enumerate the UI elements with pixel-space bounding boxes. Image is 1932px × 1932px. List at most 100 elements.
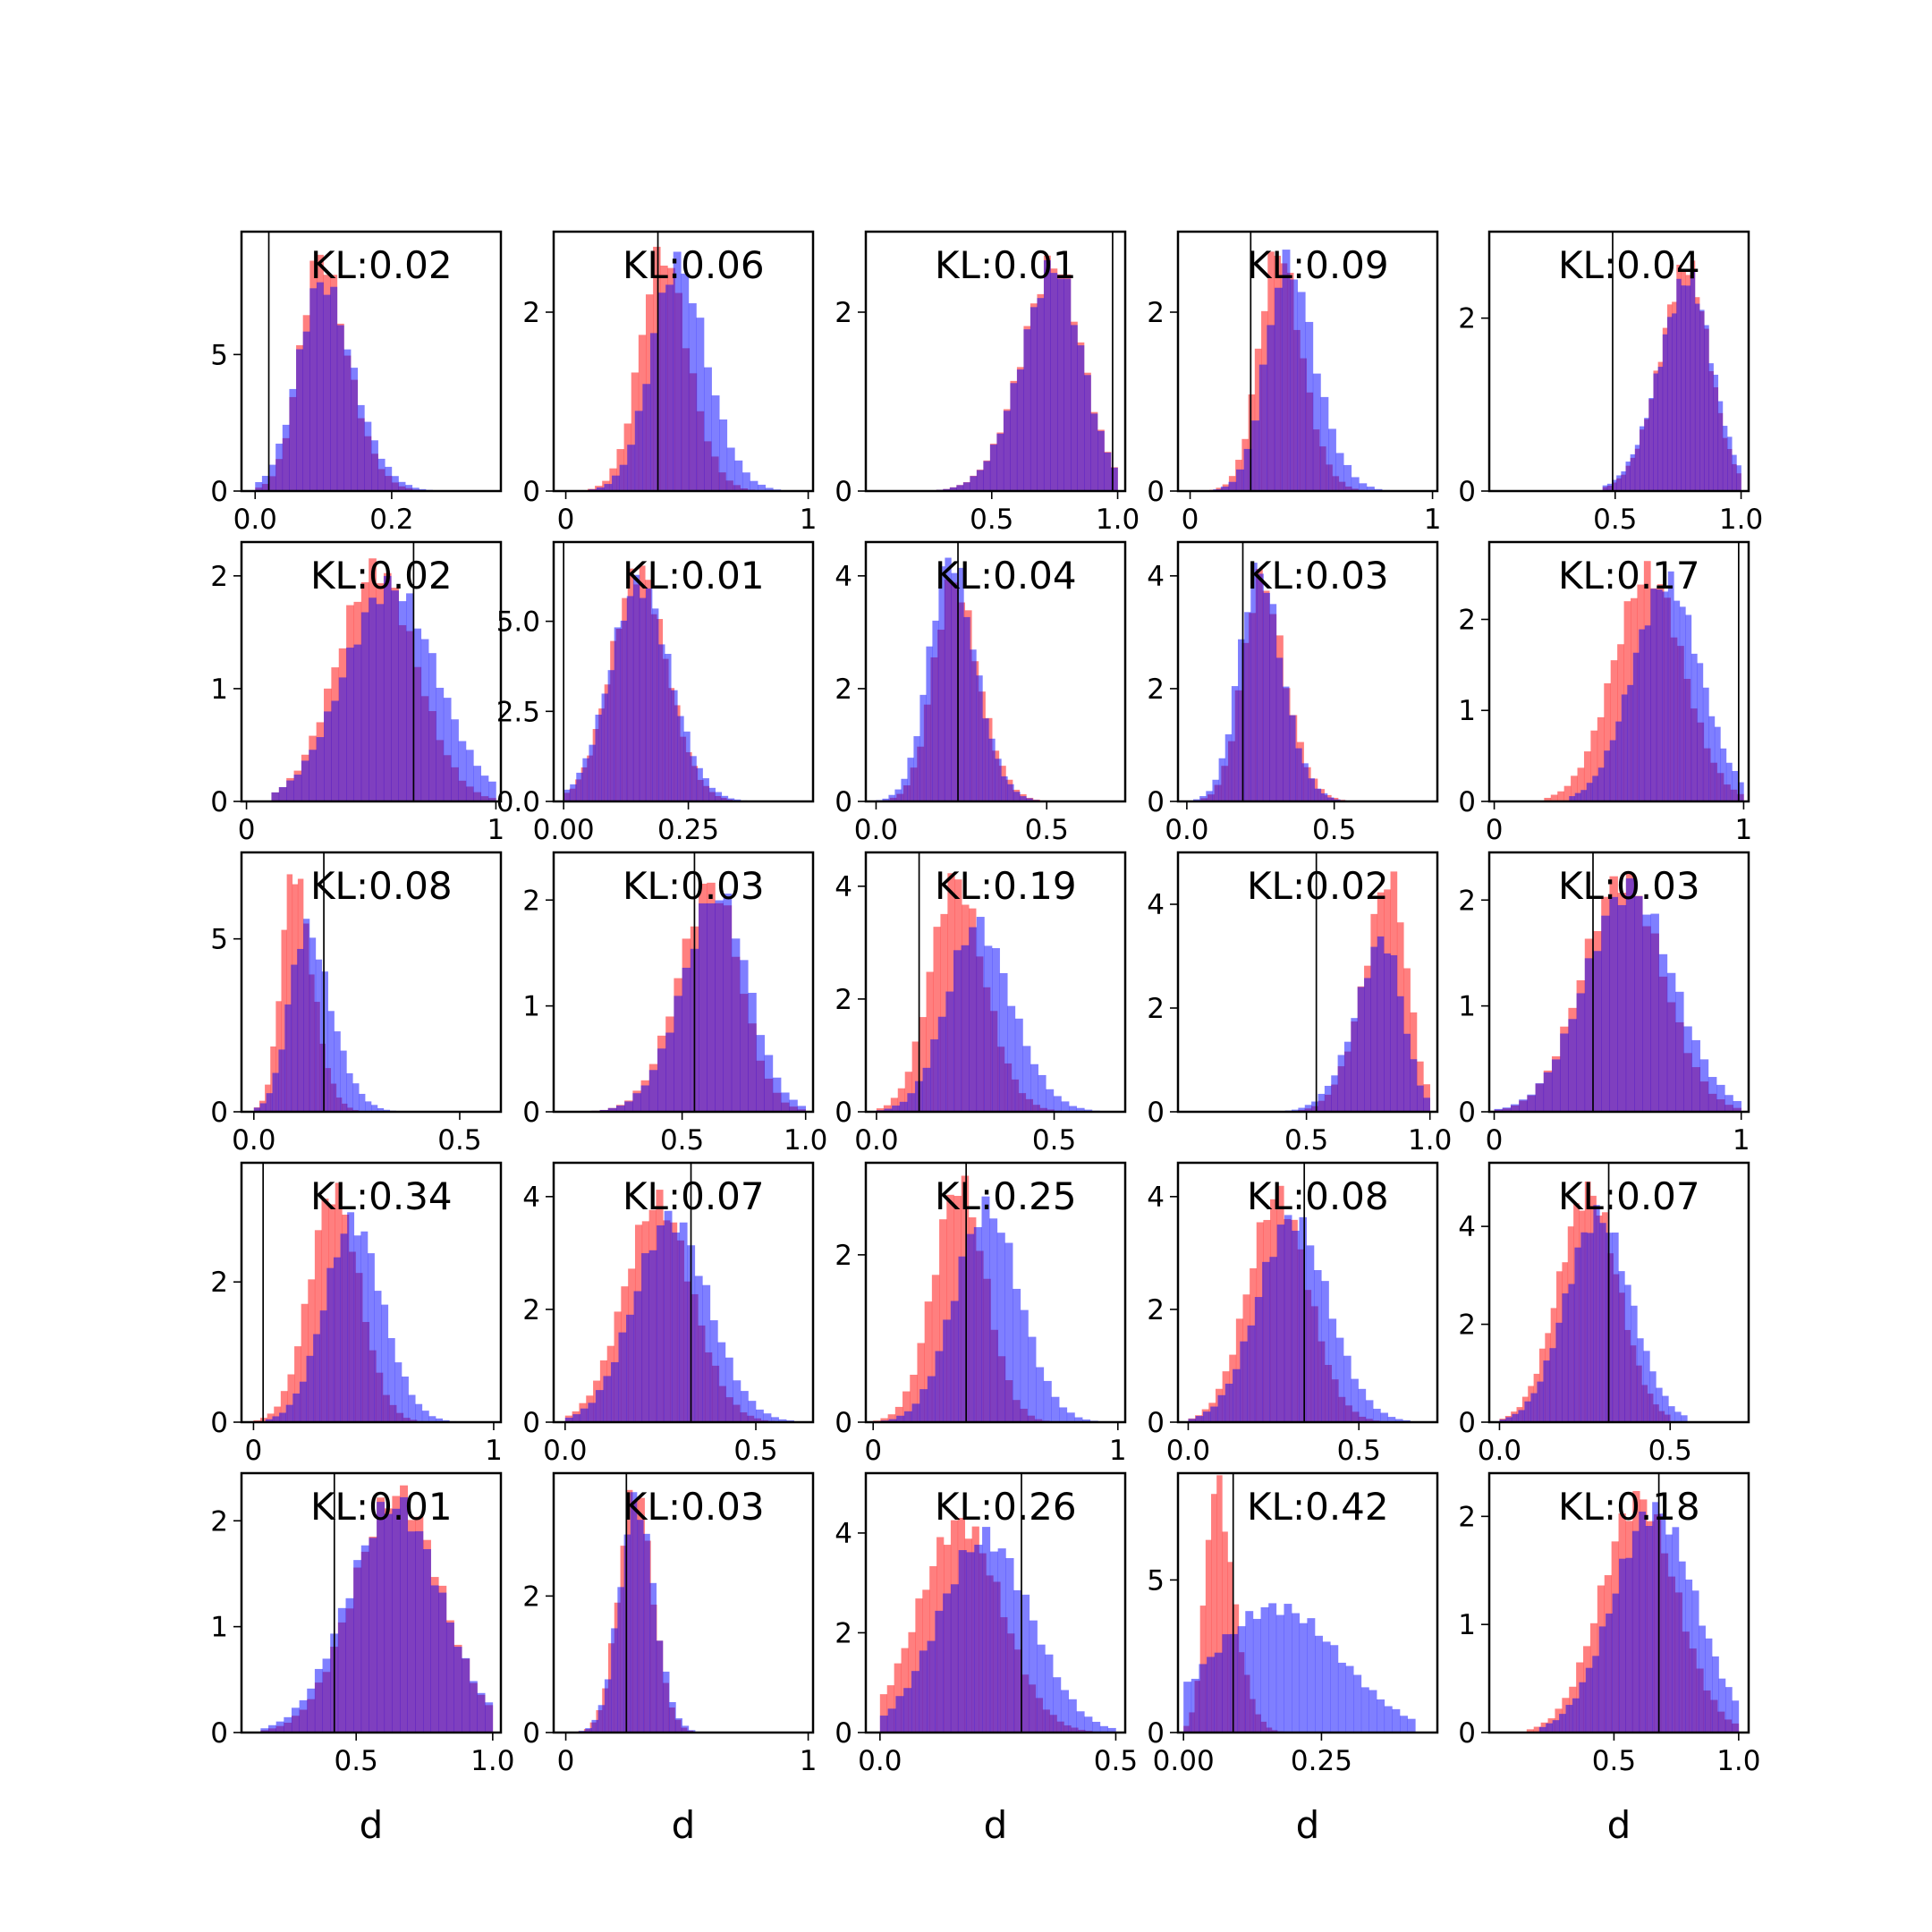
histogram-bar-red (1610, 660, 1618, 801)
histogram-bar-blue (1295, 748, 1302, 801)
histogram-bar-blue (619, 464, 628, 491)
histogram-bar-blue (682, 967, 691, 1112)
histogram-bar-red (946, 1194, 954, 1422)
axes-frame (1176, 230, 1439, 493)
histogram-bar-blue (943, 1319, 952, 1422)
histogram-bar-blue (988, 738, 996, 801)
histogram-bar-blue (1001, 775, 1008, 801)
histogram-bar-blue (1013, 792, 1021, 801)
histogram-bar-blue (1076, 1107, 1085, 1112)
histogram-bar-blue (765, 487, 774, 491)
kl-annotation: KL:0.08 (310, 864, 453, 908)
histogram-bar-blue (1707, 1077, 1717, 1112)
histogram-bar-blue (353, 1560, 362, 1733)
histogram-bar-blue (882, 798, 889, 801)
histogram-bar-blue (1569, 796, 1576, 801)
histogram-bar-blue (1717, 401, 1724, 491)
histogram-bar-blue (1007, 1005, 1016, 1112)
histogram-bar-blue (1699, 1059, 1709, 1112)
histogram-bar-blue (1724, 1095, 1733, 1112)
histogram-bar-blue (347, 1212, 355, 1422)
histogram-bar-blue (1736, 465, 1741, 491)
histogram-bar-red (915, 1598, 923, 1733)
y-tick-label: 0 (1147, 1407, 1165, 1439)
histogram-bar-blue (1284, 1215, 1292, 1422)
histogram-bar-blue (634, 411, 643, 491)
histogram-bar-blue (1263, 592, 1271, 801)
histogram-bar-blue (326, 1267, 335, 1422)
histogram-bar-blue (1233, 1368, 1241, 1422)
histogram-bar-blue (485, 1702, 494, 1733)
histogram-bar-blue (1206, 791, 1213, 801)
histogram-bar-blue (1183, 1682, 1192, 1733)
histogram-bar-blue (1337, 1662, 1346, 1733)
histogram-bar-blue (1007, 784, 1014, 801)
histogram-bar-blue (1244, 612, 1251, 801)
axes-frame (864, 1471, 1127, 1734)
histogram-bar-blue (272, 1416, 280, 1422)
histogram-bar-blue (1587, 1233, 1594, 1422)
histogram-bar-blue (963, 616, 970, 801)
histogram-bar-blue (618, 1332, 627, 1422)
histogram-bar-blue (604, 484, 613, 491)
histogram-bar-blue (405, 485, 413, 491)
y-tick-label: 4 (835, 1518, 852, 1550)
panel-22: 0 1 0 2 KL:0.03 d (522, 1471, 817, 1847)
histogram-bar-blue (696, 318, 705, 491)
histogram-bar-blue (261, 476, 269, 491)
histogram-bar-red (1563, 785, 1572, 801)
histogram-bar-blue (610, 1361, 619, 1422)
histogram-bar-blue (652, 608, 659, 801)
histogram-bar-blue (284, 1004, 292, 1112)
histogram-bar-blue (1716, 1084, 1725, 1112)
histogram-bar-blue (324, 711, 332, 801)
histogram-bar-blue (1251, 420, 1260, 491)
histogram-bar-blue (607, 1107, 617, 1112)
x-tick-label: 1.0 (1408, 1124, 1452, 1157)
histogram-bar-blue (1650, 913, 1659, 1112)
x-tick-label: 1 (1735, 814, 1753, 846)
histogram-bar-blue (1268, 1603, 1277, 1733)
histogram-bar-blue (488, 781, 496, 801)
histogram-bar-blue (702, 1284, 711, 1422)
histogram-bar-red (880, 1418, 888, 1422)
axes-frame (552, 1471, 815, 1734)
y-tick-label: 4 (1147, 1182, 1165, 1214)
histogram-bar-blue (364, 421, 372, 491)
histogram-bar-blue (797, 1106, 807, 1112)
histogram-bar-blue (1068, 1699, 1077, 1733)
axes-frame (240, 1471, 503, 1734)
y-tick-label: 0 (835, 786, 852, 818)
histogram-bar-blue (1690, 653, 1698, 801)
histogram-bar-blue (1602, 485, 1608, 491)
kl-annotation: KL:0.02 (1247, 864, 1389, 908)
histogram-bar-blue (400, 1496, 409, 1733)
histogram-bar-red (940, 913, 948, 1112)
histogram-bar-blue (1732, 454, 1737, 491)
histogram-bar-blue (919, 1389, 928, 1422)
x-tick-label: 0.0 (858, 1745, 902, 1777)
histogram-bar-blue (950, 1301, 959, 1422)
histogram-bar-blue (271, 792, 280, 801)
histogram-bar-blue (469, 1681, 478, 1733)
histogram-bar-blue (564, 1417, 573, 1422)
histogram-bar-blue (1678, 1561, 1686, 1733)
x-tick-label: 0 (1486, 1124, 1504, 1157)
x-axis-label: d (1296, 1803, 1320, 1847)
histogram-bar-blue (309, 750, 317, 801)
histogram-bar-blue (465, 750, 474, 801)
histogram-bar-blue (748, 992, 757, 1112)
histogram-bar-blue (365, 1101, 372, 1112)
histogram-bar-blue (1708, 363, 1714, 491)
y-tick-label: 1 (522, 991, 540, 1023)
histogram-bar-blue (445, 1622, 454, 1733)
histogram-bar-blue (1727, 436, 1733, 491)
histogram-bar-blue (919, 694, 927, 801)
histogram-bar-blue (1530, 1393, 1538, 1422)
panel-23: 0.0 0.5 0 2 4 KL:0.26 d (835, 1471, 1138, 1847)
histogram-bar-blue (896, 1415, 905, 1422)
histogram-bar-blue (1586, 783, 1593, 801)
kl-annotation: KL:0.03 (1558, 864, 1700, 908)
histogram-bar-blue (719, 419, 728, 491)
histogram-bar-blue (1604, 750, 1611, 801)
